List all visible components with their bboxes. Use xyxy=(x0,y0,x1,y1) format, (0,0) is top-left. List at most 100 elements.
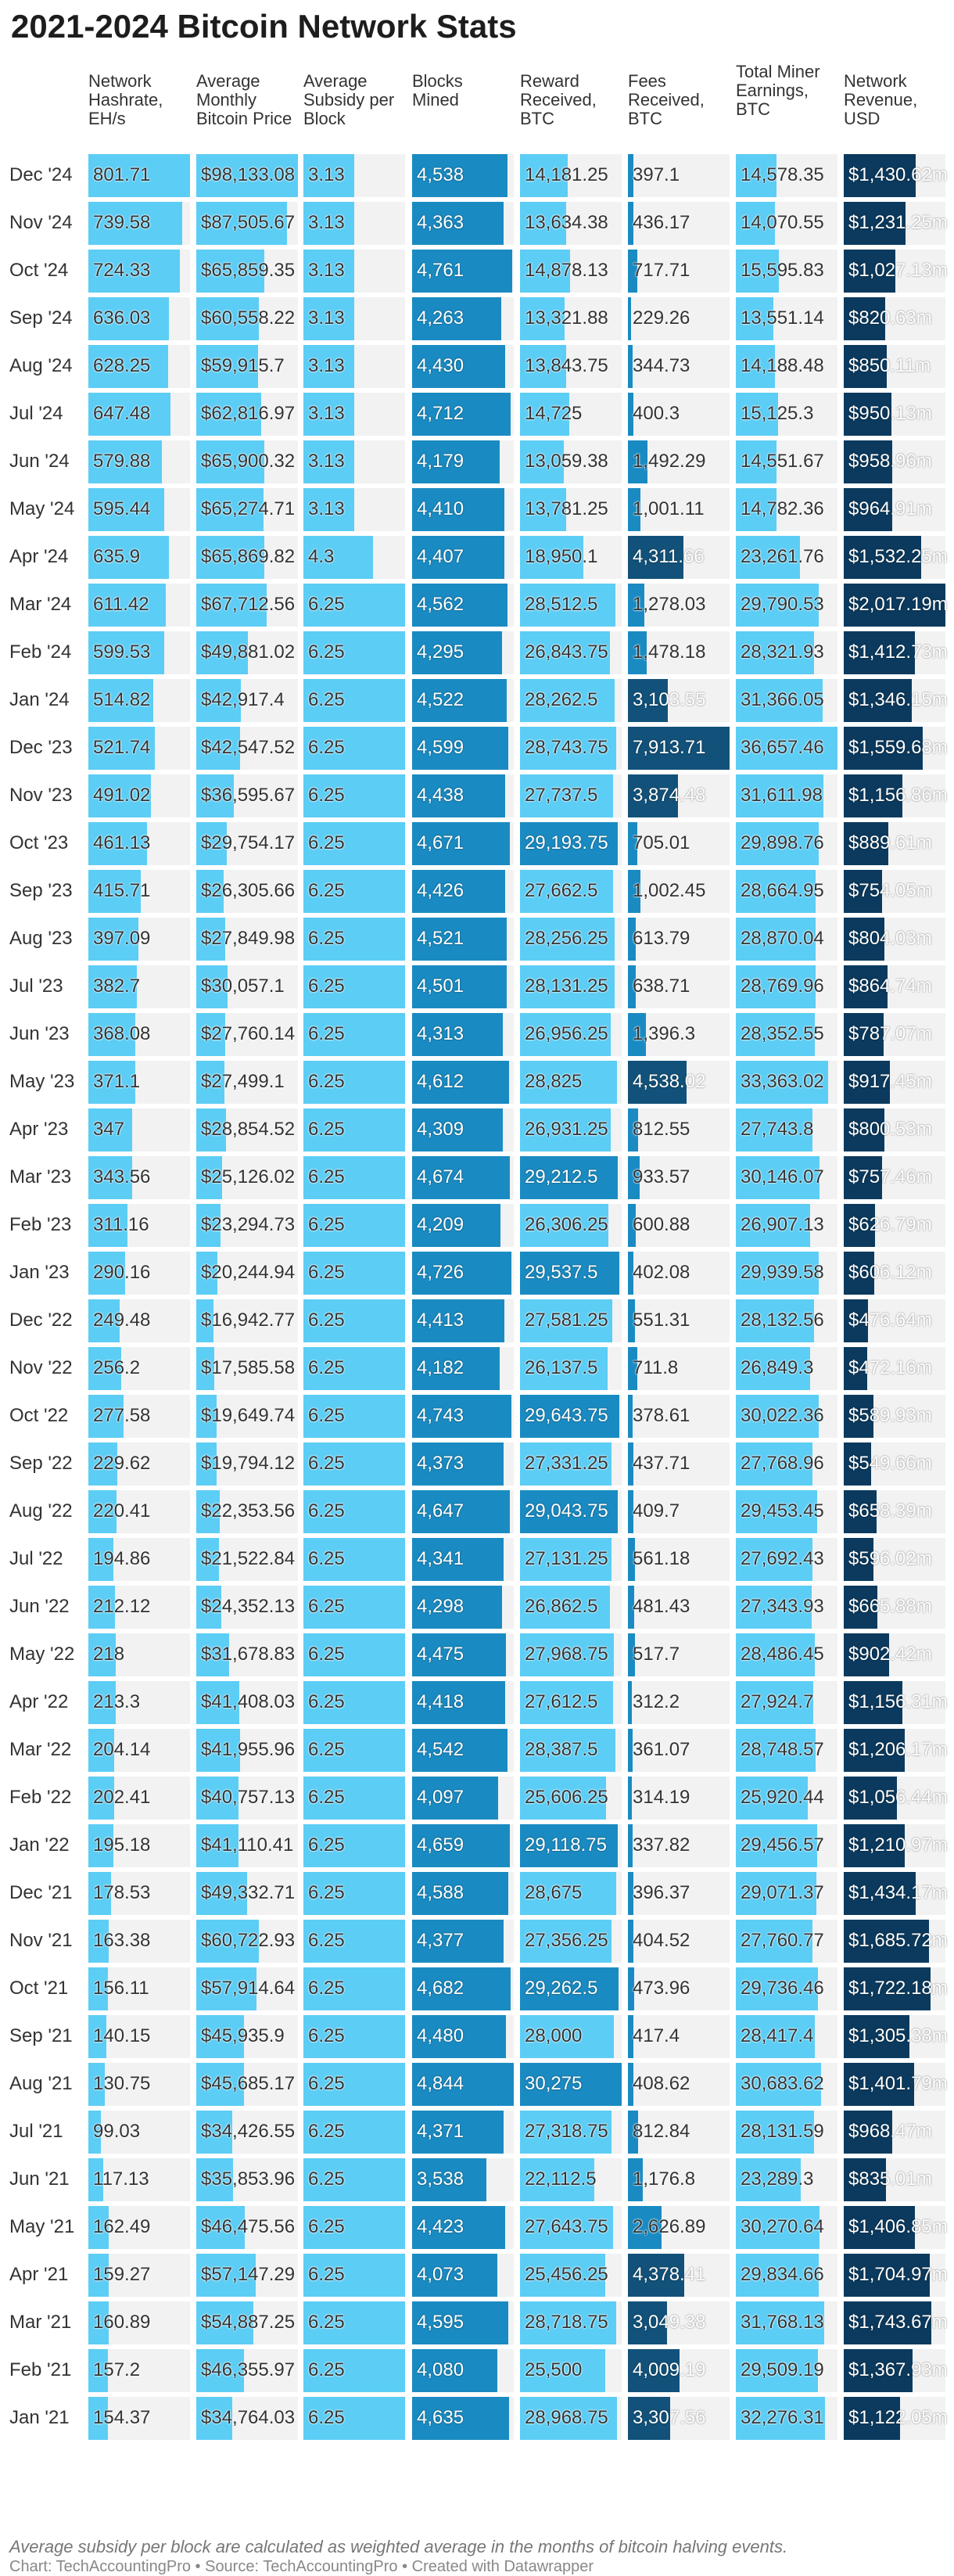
bar-fees xyxy=(628,870,640,913)
bar-hashrate xyxy=(88,631,164,674)
bar-price xyxy=(196,1156,222,1199)
bar-revenue xyxy=(844,584,945,627)
value-price: $49,332.71 xyxy=(201,1882,296,1903)
bar-hashrate xyxy=(88,1729,114,1772)
bar-price xyxy=(196,679,241,722)
value-price: $26,305.66 xyxy=(201,880,296,901)
bar-reward xyxy=(520,1108,611,1151)
value-blocks: 4,313 xyxy=(417,1023,464,1044)
value-blocks: 4,671 xyxy=(417,832,464,853)
value-reward: 14,181.25 xyxy=(525,164,608,185)
bar-subsidy xyxy=(303,870,405,913)
value-reward: 13,843.75 xyxy=(525,355,608,376)
bar-blocks xyxy=(412,2301,508,2344)
bar-earnings xyxy=(736,488,776,531)
bar-price xyxy=(196,584,267,627)
bar-price xyxy=(196,727,240,770)
bar-revenue xyxy=(844,822,888,865)
bar-price xyxy=(196,1395,217,1438)
value-blocks: 4,426 xyxy=(417,880,464,901)
value-fees: 517.7 xyxy=(633,1644,680,1665)
value-earnings: 28,131.59 xyxy=(741,2121,824,2142)
bar-blocks xyxy=(412,1633,506,1676)
bar-subsidy xyxy=(303,2158,405,2201)
value-revenue: $757.46m xyxy=(848,1166,932,1187)
value-fees: 812.55 xyxy=(633,1119,690,1140)
value-price: $29,754.17 xyxy=(201,832,296,853)
row-label: Oct '22 xyxy=(9,1405,69,1426)
bar-reward xyxy=(520,918,615,961)
value-revenue: $800.53m xyxy=(848,1119,932,1140)
value-subsidy: 6.25 xyxy=(308,1882,345,1903)
bar-revenue xyxy=(844,1824,905,1867)
value-earnings: 29,898.76 xyxy=(741,832,824,853)
bar-subsidy xyxy=(303,2349,405,2392)
value-fees: 3,307.56 xyxy=(633,2407,706,2428)
value-price: $27,849.98 xyxy=(201,928,296,949)
value-revenue: $1,401.79m xyxy=(848,2073,948,2094)
bar-blocks xyxy=(412,488,504,531)
bar-fees xyxy=(628,1729,633,1772)
value-revenue: $596.02m xyxy=(848,1548,932,1569)
bar-earnings xyxy=(736,1347,810,1390)
value-fees: 4,378.41 xyxy=(633,2264,706,2285)
value-blocks: 4,480 xyxy=(417,2025,464,2046)
bar-earnings xyxy=(736,250,779,293)
value-subsidy: 6.25 xyxy=(308,594,345,615)
value-subsidy: 6.25 xyxy=(308,1500,345,1522)
bar-price xyxy=(196,1586,221,1629)
value-earnings: 15,595.83 xyxy=(741,260,824,281)
row-label: Apr '23 xyxy=(9,1119,69,1140)
value-fees: 561.18 xyxy=(633,1548,690,1569)
value-earnings: 23,289.3 xyxy=(741,2168,814,2190)
bar-hashrate xyxy=(88,1442,117,1486)
value-fees: 600.88 xyxy=(633,1214,690,1235)
bar-reward xyxy=(520,1061,617,1104)
value-price: $24,352.13 xyxy=(201,1596,296,1617)
row-label: Nov '22 xyxy=(9,1357,73,1378)
column-header-subsidy: Average Subsidy per Block xyxy=(303,71,395,128)
bar-price xyxy=(196,1490,220,1533)
bar-earnings xyxy=(736,1633,815,1676)
value-subsidy: 6.25 xyxy=(308,2407,345,2428)
value-price: $34,426.55 xyxy=(201,2121,296,2142)
value-earnings: 13,551.14 xyxy=(741,307,824,329)
bar-price xyxy=(196,440,264,483)
bar-subsidy xyxy=(303,345,354,388)
value-earnings: 15,125.3 xyxy=(741,403,814,424)
row-label: Jun '24 xyxy=(9,451,70,472)
value-revenue: $864.74m xyxy=(848,975,932,997)
bar-price xyxy=(196,1681,239,1724)
column-header-fees: Fees Received, BTC xyxy=(628,71,705,128)
bar-reward xyxy=(520,1490,618,1533)
value-revenue: $917.45m xyxy=(848,1071,932,1092)
bar-reward xyxy=(520,297,565,340)
bar-blocks xyxy=(412,393,511,436)
bar-blocks xyxy=(412,1490,510,1533)
bar-earnings xyxy=(736,1538,812,1581)
bar-fees xyxy=(628,1299,635,1342)
value-hashrate: 415.71 xyxy=(93,880,151,901)
bar-fees xyxy=(628,1061,687,1104)
value-earnings: 30,683.62 xyxy=(741,2073,824,2094)
cell-background xyxy=(628,1872,730,1915)
bar-price xyxy=(196,1824,238,1867)
row-label: Jul '22 xyxy=(9,1548,63,1569)
cell-background xyxy=(628,393,730,436)
bar-revenue xyxy=(844,1156,882,1199)
bar-hashrate xyxy=(88,1586,115,1629)
value-reward: 29,118.75 xyxy=(525,1834,607,1856)
bar-blocks xyxy=(412,250,512,293)
value-fees: 409.7 xyxy=(633,1500,680,1522)
value-subsidy: 4.3 xyxy=(308,546,335,567)
value-fees: 638.71 xyxy=(633,975,690,997)
bar-reward xyxy=(520,1967,619,2010)
value-subsidy: 6.25 xyxy=(308,1596,345,1617)
bar-price xyxy=(196,965,228,1008)
cell-background xyxy=(628,2111,730,2154)
bar-earnings xyxy=(736,1920,812,1963)
bar-price xyxy=(196,1967,256,2010)
cell-background xyxy=(628,918,730,961)
row-label: Apr '21 xyxy=(9,2264,69,2285)
